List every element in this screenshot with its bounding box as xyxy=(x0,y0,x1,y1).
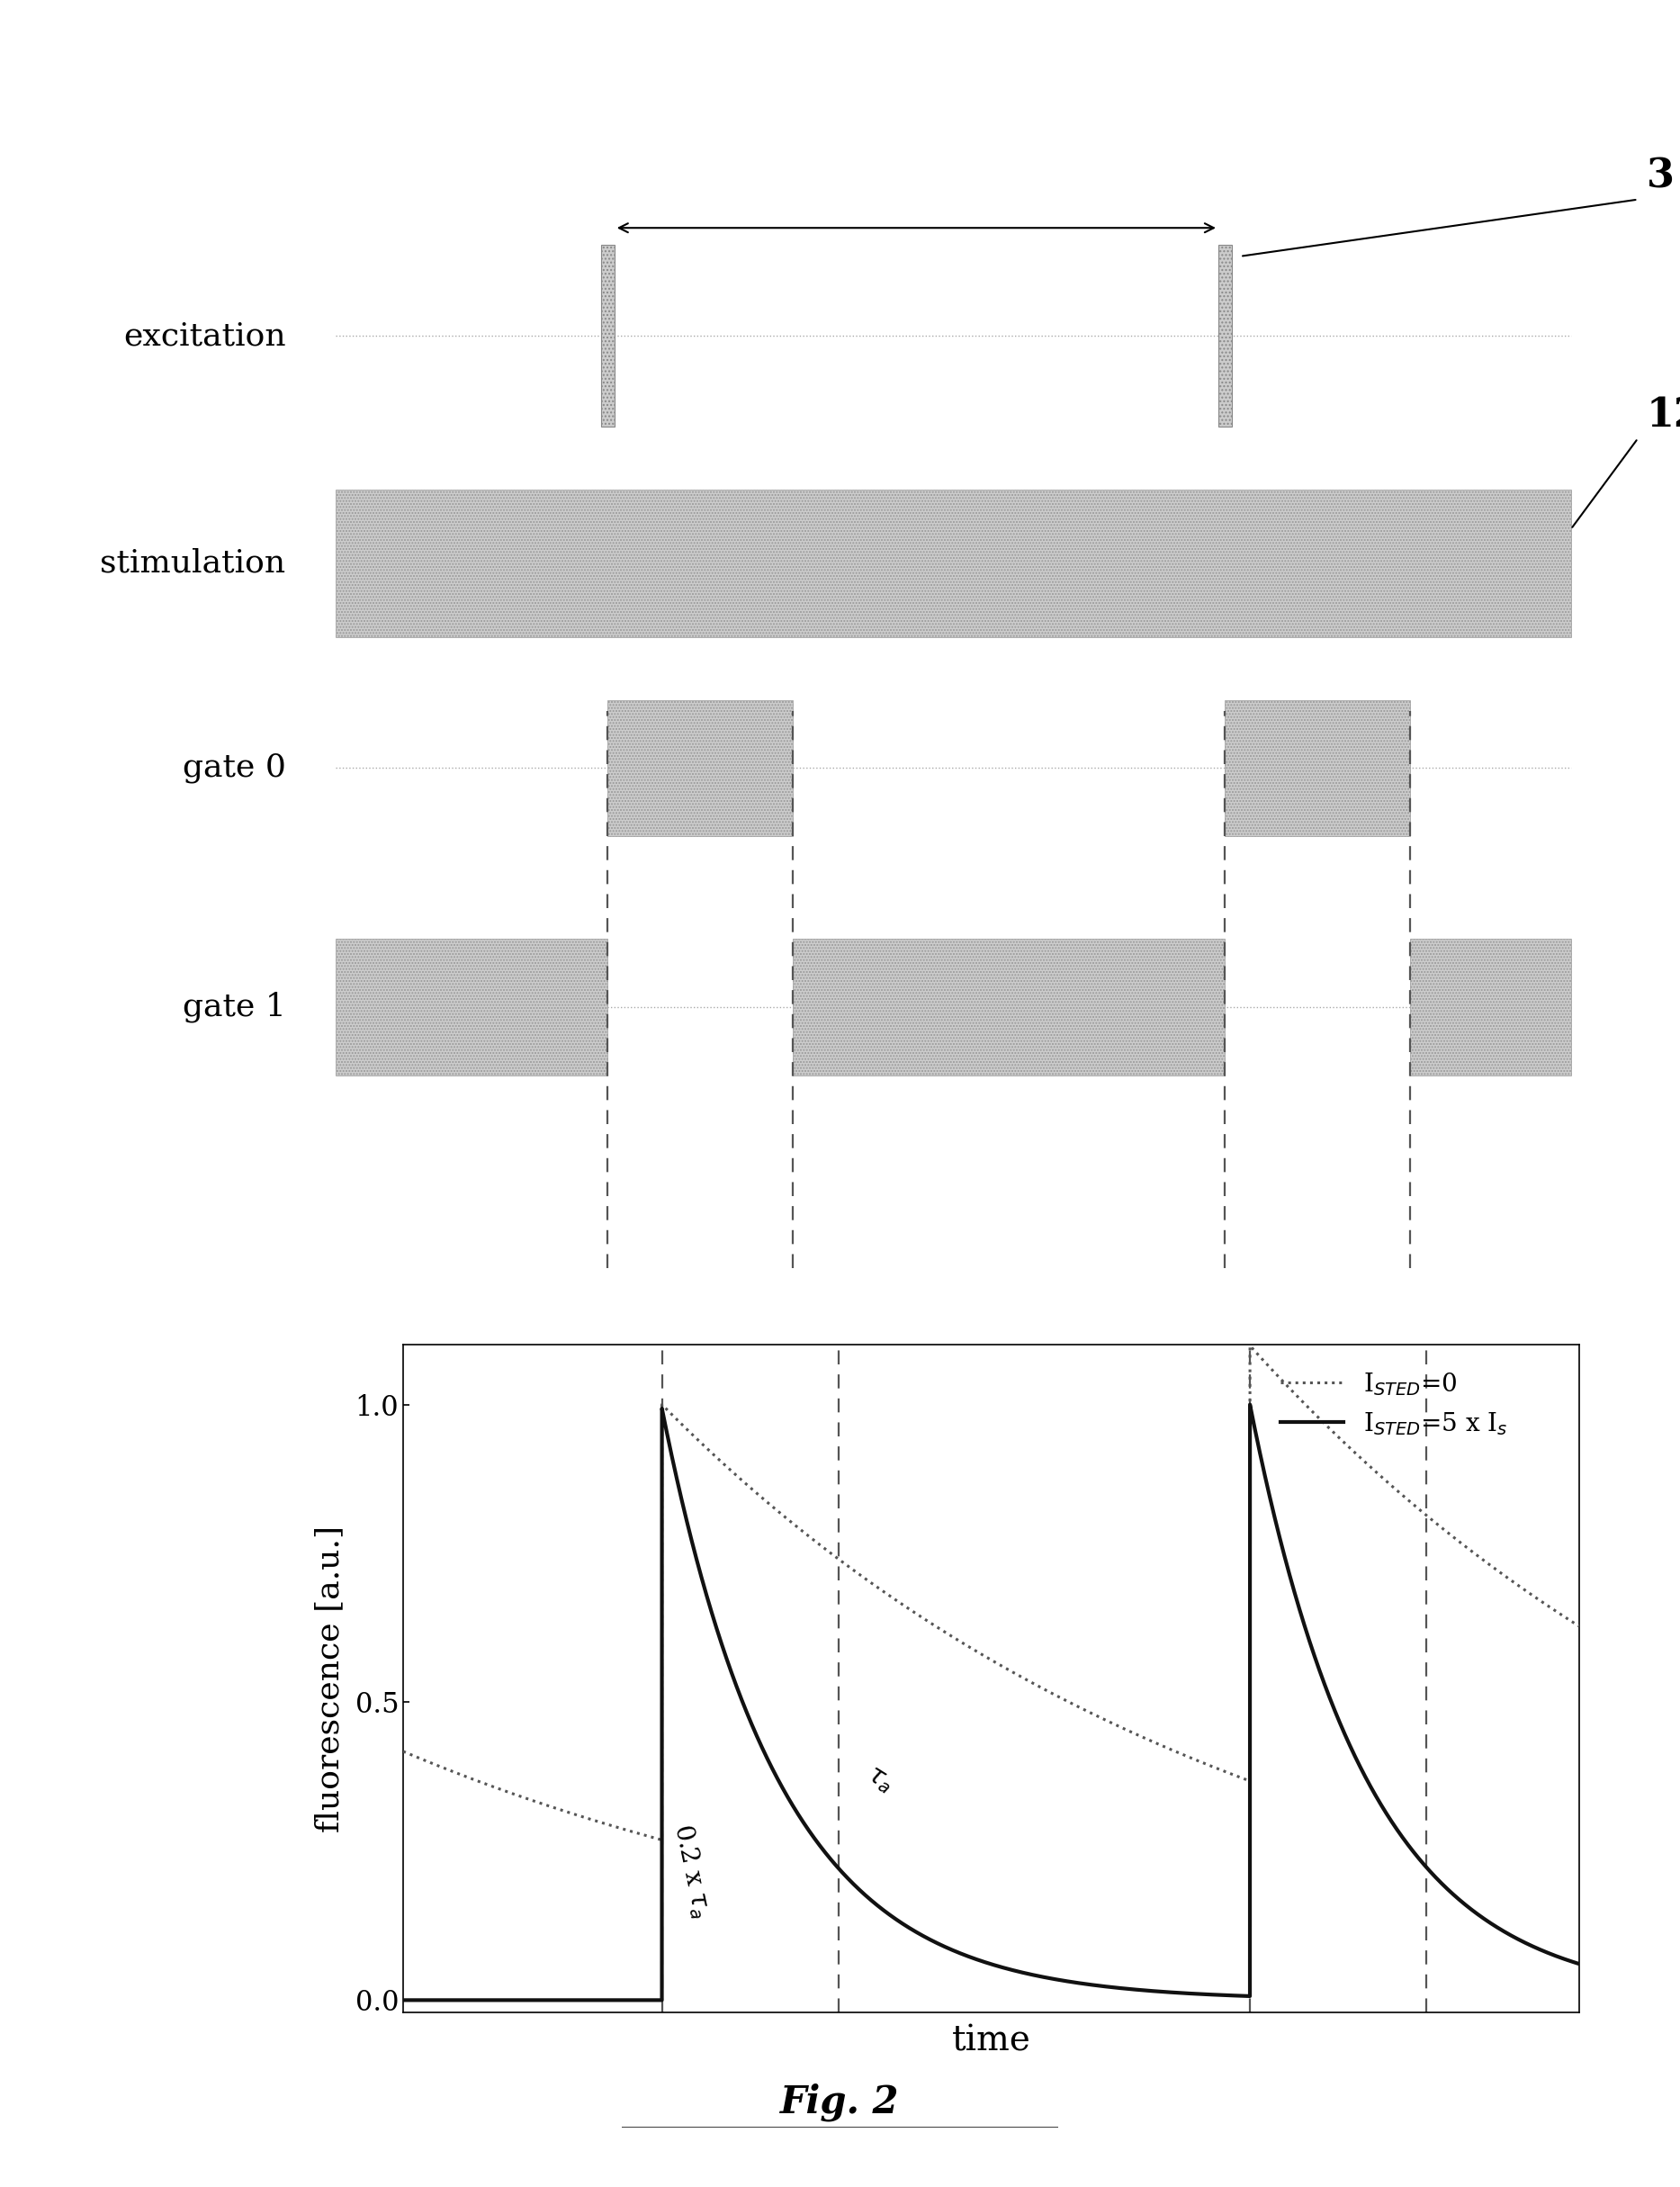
Text: stimulation: stimulation xyxy=(101,549,286,580)
Legend: I$_{STED}$=0, I$_{STED}$=5 x I$_{s}$: I$_{STED}$=0, I$_{STED}$=5 x I$_{s}$ xyxy=(1280,1371,1509,1437)
Bar xyxy=(601,245,615,426)
Text: gate 1: gate 1 xyxy=(181,991,286,1021)
Bar xyxy=(336,490,1571,636)
Bar xyxy=(1410,938,1571,1076)
X-axis label: time: time xyxy=(951,2025,1032,2058)
Bar xyxy=(793,938,1225,1076)
Text: 3: 3 xyxy=(1646,157,1675,197)
Text: 0.2 x $\tau_a$: 0.2 x $\tau_a$ xyxy=(669,1822,714,1920)
Text: excitation: excitation xyxy=(123,321,286,352)
Text: Fig. 2: Fig. 2 xyxy=(781,2084,899,2121)
Text: gate 0: gate 0 xyxy=(181,752,286,783)
Y-axis label: fluorescence [a.u.]: fluorescence [a.u.] xyxy=(314,1524,344,1833)
Bar xyxy=(336,938,608,1076)
Text: 12: 12 xyxy=(1646,396,1680,435)
Bar xyxy=(1225,700,1410,835)
Bar xyxy=(608,700,793,835)
Bar xyxy=(1218,245,1231,426)
Text: $\tau_a$: $\tau_a$ xyxy=(862,1763,897,1796)
